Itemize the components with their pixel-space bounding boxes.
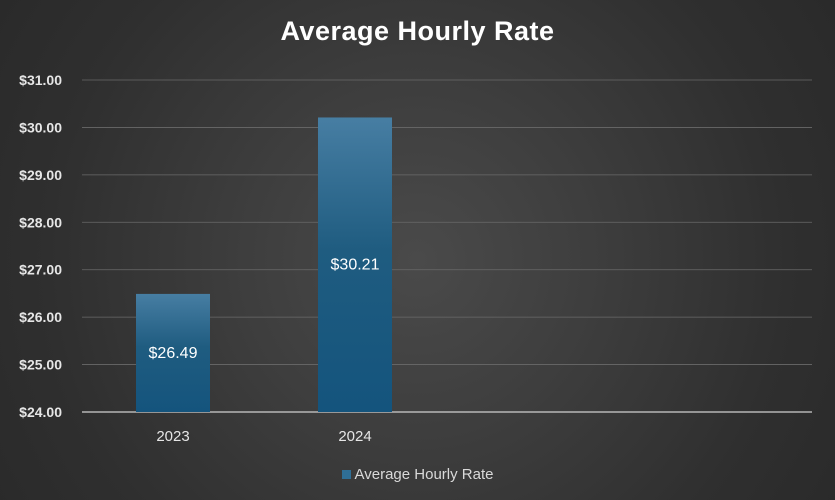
y-tick-label: $24.00	[19, 404, 62, 420]
x-tick-label: 2023	[156, 428, 189, 445]
x-tick-label: 2024	[338, 428, 371, 445]
y-tick-label: $26.00	[19, 309, 62, 325]
chart-title: Average Hourly Rate	[280, 16, 555, 46]
data-label: $26.49	[149, 345, 198, 362]
legend-label: Average Hourly Rate	[354, 466, 494, 483]
legend-swatch	[341, 470, 351, 479]
bar-2023	[136, 293, 210, 412]
y-tick-label: $30.00	[19, 119, 62, 135]
bar-2024	[318, 117, 392, 413]
y-tick-label: $29.00	[19, 167, 62, 183]
y-tick-label: $25.00	[19, 357, 62, 373]
data-label: $30.21	[331, 257, 380, 274]
y-tick-label: $31.00	[19, 72, 62, 88]
y-tick-label: $28.00	[19, 214, 62, 230]
y-tick-label: $27.00	[19, 262, 62, 278]
legend: Average Hourly Rate	[0, 466, 835, 483]
